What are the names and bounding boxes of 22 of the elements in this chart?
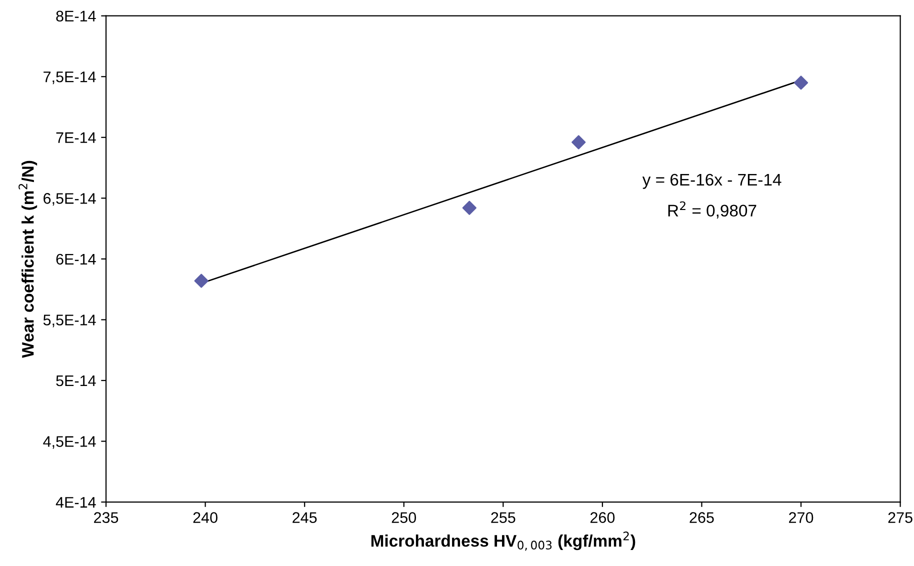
y-tick-label: 4E-14	[56, 497, 96, 508]
y-tick-label: 4,5E-14	[43, 436, 96, 449]
y-tick-label: 6E-14	[56, 254, 96, 265]
x-tick-label: 260	[590, 512, 615, 523]
x-tick-label: 265	[690, 512, 714, 523]
x-tick-label: 270	[789, 512, 814, 523]
annotation: R$^{2}$ = 0,9807	[668, 201, 756, 219]
y-tick-label: 5,5E-14	[43, 314, 96, 328]
x-tick-label: 240	[193, 512, 218, 523]
x-tick-label: 275	[888, 512, 912, 523]
x-tick-label: 235	[94, 512, 118, 523]
x-axis-title: Microhardness HV$_{0,003}$ (kgf/mm$^{2}$)	[371, 532, 636, 551]
y-tick-label: 7E-14	[56, 132, 96, 143]
y-axis-title: Wear coefficient k (m$^{2}$/N)	[18, 160, 38, 358]
x-tick-label: 250	[392, 512, 416, 523]
annotation: y = 6E-16x - 7E-14	[642, 174, 782, 189]
x-tick-label: 245	[292, 512, 317, 523]
y-tick-label: 8E-14	[56, 10, 96, 22]
y-tick-label: 6,5E-14	[44, 193, 96, 206]
y-tick-label: 7,5E-14	[44, 72, 96, 84]
x-tick-label: 255	[491, 512, 516, 523]
y-tick-label: 5E-14	[56, 376, 96, 386]
